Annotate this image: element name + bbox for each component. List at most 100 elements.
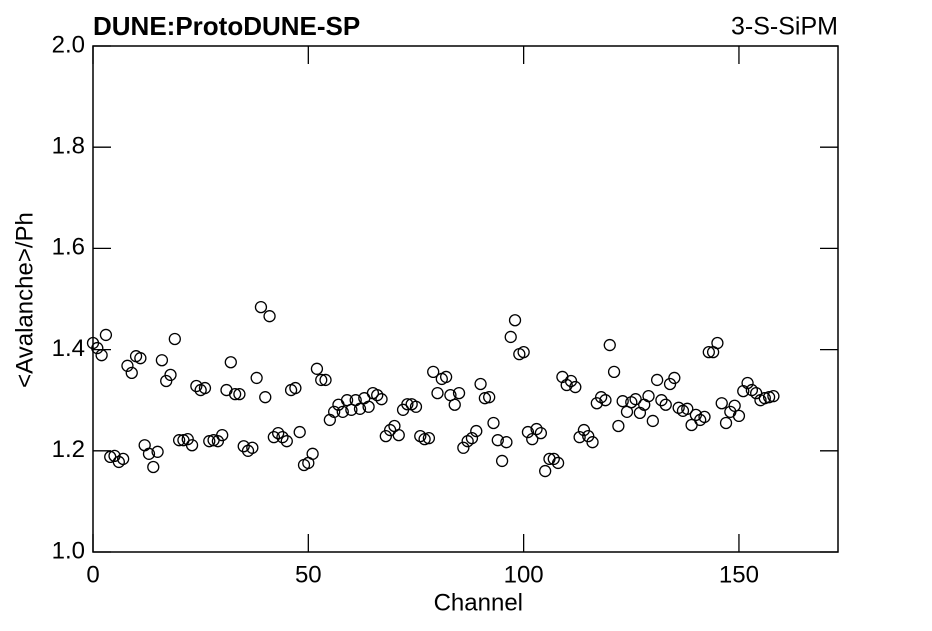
data-point [319, 373, 332, 387]
data-point [91, 341, 104, 355]
data-point [108, 449, 121, 463]
data-point [590, 397, 603, 410]
data-point [267, 430, 281, 444]
data-point [487, 416, 500, 430]
data-point [181, 433, 194, 446]
data-point [155, 354, 169, 367]
data-point [474, 377, 487, 391]
data-point [328, 405, 341, 418]
chart-title: DUNE:ProtoDUNE-SP [93, 11, 360, 41]
data-point [607, 365, 621, 379]
data-point [521, 425, 535, 439]
data-point [422, 431, 436, 445]
data-point [409, 400, 423, 413]
data-point [452, 386, 466, 400]
y-tick-label: 1.2 [52, 436, 85, 463]
data-point [392, 428, 405, 442]
x-tick-label: 150 [719, 561, 759, 588]
chart-subtitle: 3-S-SiPM [731, 13, 838, 41]
data-point [582, 429, 595, 443]
data-point [237, 440, 250, 453]
data-point [246, 441, 259, 454]
data-point [315, 373, 328, 387]
data-point [168, 332, 181, 346]
data-point [530, 422, 543, 436]
data-point [650, 373, 664, 387]
data-point [500, 436, 513, 449]
data-point [185, 439, 199, 452]
data-point [698, 410, 711, 424]
y-tick-label: 1.0 [52, 537, 85, 564]
data-point [681, 402, 694, 415]
data-point [517, 345, 530, 359]
data-point [203, 435, 216, 448]
data-point [491, 434, 504, 447]
y-tick-label: 1.8 [52, 133, 85, 160]
data-point [659, 398, 672, 411]
data-point [164, 368, 177, 382]
data-point [250, 371, 263, 385]
data-point [539, 464, 552, 478]
data-point [190, 379, 203, 393]
data-point [293, 425, 306, 439]
y-tick-label: 1.6 [52, 234, 85, 261]
data-point [336, 405, 349, 418]
data-point [431, 386, 444, 400]
x-tick-label: 50 [295, 561, 322, 588]
data-point [99, 328, 113, 342]
data-point [560, 378, 573, 392]
y-tick-label: 2.0 [52, 31, 85, 58]
data-point [508, 314, 522, 327]
data-point [483, 391, 496, 404]
data-point [642, 390, 655, 403]
data-point [741, 376, 754, 390]
data-point [526, 433, 539, 446]
data-point [655, 394, 668, 407]
data-point [668, 371, 681, 385]
data-point [362, 400, 375, 413]
data-point [465, 431, 479, 445]
data-point [728, 399, 741, 412]
y-axis-label: <Avalanche>/Ph [11, 212, 38, 388]
data-point [663, 377, 677, 391]
data-point [216, 428, 229, 442]
data-point [504, 330, 517, 344]
data-point [629, 393, 642, 406]
data-point [767, 390, 780, 403]
data-point [551, 456, 565, 470]
data-point [228, 387, 242, 401]
data-point [569, 380, 582, 394]
data-point [495, 454, 509, 468]
data-point [280, 435, 293, 448]
data-point [448, 398, 461, 411]
data-point [198, 381, 212, 395]
data-point [172, 434, 186, 447]
data-point [353, 402, 367, 415]
data-point [375, 393, 388, 406]
data-point [711, 336, 724, 350]
data-point [646, 414, 659, 428]
data-point [401, 398, 414, 411]
data-point [573, 430, 586, 444]
data-point [134, 352, 147, 365]
data-point [732, 409, 746, 423]
data-point [306, 447, 319, 460]
data-point [427, 365, 440, 379]
data-point [289, 381, 302, 395]
data-point [470, 424, 483, 438]
data-point [95, 349, 108, 362]
data-point [719, 416, 733, 430]
data-point [272, 426, 285, 440]
data-point [762, 391, 776, 404]
data-point [547, 452, 560, 466]
data-point [151, 445, 164, 458]
data-point [379, 429, 392, 443]
data-point [599, 394, 612, 407]
data-point [418, 433, 431, 446]
data-point [616, 395, 629, 408]
data-point [371, 388, 384, 402]
data-point [457, 441, 470, 454]
data-point [478, 392, 492, 405]
